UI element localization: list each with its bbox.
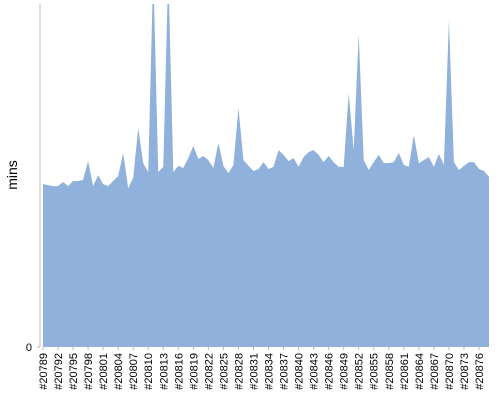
x-tick-label: #20819 [188, 353, 200, 390]
x-tick-label: #20828 [233, 353, 245, 390]
x-tick-label: #20837 [279, 353, 291, 390]
x-tick-label: #20816 [173, 353, 185, 390]
x-tick-label: #20876 [474, 353, 486, 390]
x-tick-label: #20813 [158, 353, 170, 390]
x-tick-label: #20870 [444, 353, 456, 390]
x-tick-label: #20861 [399, 353, 411, 390]
x-tick-label: #20801 [98, 353, 110, 390]
x-tick-label: #20798 [83, 353, 95, 390]
x-tick-label: #20789 [38, 353, 50, 390]
x-tick-label: #20849 [339, 353, 351, 390]
x-tick-label: #20873 [459, 353, 471, 390]
x-tick-label: #20867 [429, 353, 441, 390]
x-tick-label: #20852 [354, 353, 366, 390]
y-tick-label: 0 [26, 342, 32, 354]
x-tick-label: #20792 [53, 353, 65, 390]
area [43, 4, 489, 347]
x-tick-label: #20834 [264, 353, 276, 390]
x-tick-label: #20855 [369, 353, 381, 390]
x-tick-label: #20822 [203, 353, 215, 390]
x-tick-label: #20858 [384, 353, 396, 390]
x-tick-label: #20807 [128, 353, 140, 390]
y-axis-label: mins [4, 160, 20, 190]
x-tick-label: #20804 [113, 353, 125, 390]
x-tick-label: #20810 [143, 353, 155, 390]
x-tick-label: #20843 [309, 353, 321, 390]
x-tick-label: #20795 [68, 353, 80, 390]
x-tick-label: #20840 [294, 353, 306, 390]
x-tick-label: #20825 [218, 353, 230, 390]
x-tick-label: #20846 [324, 353, 336, 390]
x-tick-label: #20864 [414, 353, 426, 390]
x-tick-label: #20831 [248, 353, 260, 390]
